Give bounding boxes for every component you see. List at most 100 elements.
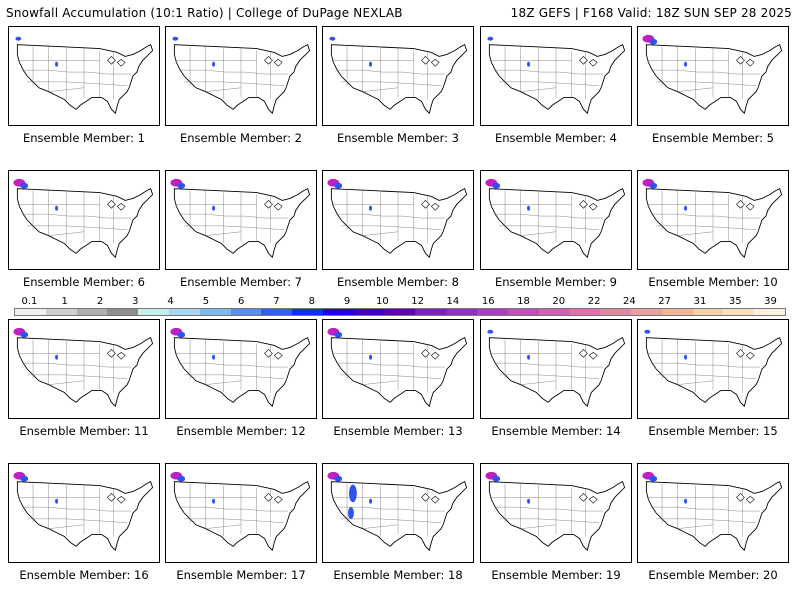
- state-border: [677, 380, 714, 385]
- state-border: [180, 69, 289, 75]
- state-border: [520, 87, 557, 92]
- snowfall-patch: [15, 36, 22, 41]
- snowfall-patch: [212, 498, 216, 504]
- conus-outline: [330, 337, 468, 408]
- state-border: [23, 362, 132, 368]
- great-lakes: [107, 199, 126, 211]
- state-border: [341, 374, 442, 379]
- state-border: [656, 518, 757, 523]
- colorbar-box: [107, 309, 139, 315]
- great-lakes: [264, 199, 283, 211]
- us-map: [165, 463, 317, 563]
- snowfall-patch: [527, 205, 531, 211]
- colorbar-box: [292, 309, 323, 315]
- state-border: [23, 69, 132, 75]
- us-map: [480, 26, 632, 126]
- snowfall-patch: [487, 329, 494, 334]
- snowfall-patch: [684, 205, 688, 211]
- snowfall-patch: [644, 329, 651, 334]
- ensemble-panel: Ensemble Member: 10: [637, 170, 789, 289]
- ensemble-panel: Ensemble Member: 12: [165, 319, 317, 438]
- state-border: [652, 69, 761, 75]
- snowfall-patch: [172, 36, 179, 41]
- colorbar-tick-label: 2: [96, 296, 104, 307]
- colorbar-box: [569, 309, 601, 315]
- colorbar-box: [600, 309, 631, 315]
- state-border: [495, 506, 604, 512]
- us-map: [637, 463, 789, 563]
- state-border: [48, 380, 85, 385]
- ensemble-panel: Ensemble Member: 9: [480, 170, 632, 289]
- great-lakes: [264, 492, 283, 504]
- colorbar-box: [15, 309, 46, 315]
- ensemble-member-label: Ensemble Member: 4: [495, 131, 617, 145]
- ensemble-panel: Ensemble Member: 8: [322, 170, 474, 289]
- colorbar-box: [384, 309, 416, 315]
- us-map: [165, 319, 317, 419]
- snowfall-patch: [649, 182, 658, 189]
- state-border: [499, 81, 600, 86]
- snowfall-patch: [649, 475, 658, 482]
- great-lakes: [421, 199, 440, 211]
- state-border: [184, 225, 285, 230]
- ensemble-member-label: Ensemble Member: 1: [23, 131, 145, 145]
- state-border: [499, 518, 600, 523]
- snowfall-patch: [177, 182, 186, 189]
- colorbar-tick-label: 9: [343, 296, 351, 307]
- snowfall-patch: [212, 205, 216, 211]
- conus-outline: [173, 481, 311, 552]
- colorbar-box: [692, 309, 724, 315]
- state-border: [205, 524, 242, 529]
- state-border: [656, 374, 757, 379]
- ensemble-panel: Ensemble Member: 14: [480, 319, 632, 438]
- conus-outline: [330, 44, 468, 115]
- conus-outline: [173, 188, 311, 259]
- ensemble-member-label: Ensemble Member: 7: [180, 275, 302, 289]
- state-border: [499, 225, 600, 230]
- state-border: [656, 225, 757, 230]
- great-lakes: [264, 55, 283, 67]
- colorbar-box: [476, 309, 508, 315]
- conus-outline: [488, 44, 626, 115]
- us-map: [480, 319, 632, 419]
- ensemble-member-label: Ensemble Member: 14: [491, 424, 621, 438]
- snowfall-patch: [334, 475, 343, 482]
- snowfall-patch: [527, 61, 531, 67]
- ensemble-member-label: Ensemble Member: 15: [648, 424, 778, 438]
- colorbar-tick-label: 4: [167, 296, 174, 307]
- us-map: [8, 26, 160, 126]
- colorbar-tick-label: 8: [308, 296, 315, 307]
- ensemble-panel: Ensemble Member: 1: [8, 26, 160, 145]
- ensemble-panel: Ensemble Member: 16: [8, 463, 160, 582]
- conus-outline: [173, 44, 311, 115]
- snowfall-patch: [369, 205, 373, 211]
- colorbar-tick-label: 27: [658, 296, 672, 307]
- us-map: [8, 463, 160, 563]
- ensemble-member-label: Ensemble Member: 11: [19, 424, 149, 438]
- snowfall-patch: [369, 61, 373, 67]
- colorbar-tick-label: 16: [481, 296, 495, 307]
- ensemble-panel: Ensemble Member: 11: [8, 319, 160, 438]
- us-map: [8, 319, 160, 419]
- great-lakes: [579, 348, 598, 360]
- great-lakes: [579, 199, 598, 211]
- great-lakes: [421, 492, 440, 504]
- snowfall-patch: [20, 331, 29, 338]
- snowfall-patch: [492, 475, 501, 482]
- conus-outline: [16, 188, 154, 259]
- us-map: [637, 319, 789, 419]
- colorbar-tick-label: 18: [517, 296, 530, 307]
- colorbar-box: [322, 309, 354, 315]
- ensemble-panel: Ensemble Member: 4: [480, 26, 632, 145]
- us-map: [165, 26, 317, 126]
- snowfall-patch: [684, 498, 688, 504]
- snowfall-patch: [527, 354, 531, 360]
- state-border: [184, 81, 285, 86]
- colorbar-box: [446, 309, 477, 315]
- snowfall-patch: [334, 182, 343, 189]
- conus-outline: [488, 481, 626, 552]
- colorbar-box: [723, 309, 755, 315]
- snowfall-patch: [487, 36, 494, 41]
- ensemble-panel: Ensemble Member: 20: [637, 463, 789, 582]
- state-border: [48, 231, 85, 236]
